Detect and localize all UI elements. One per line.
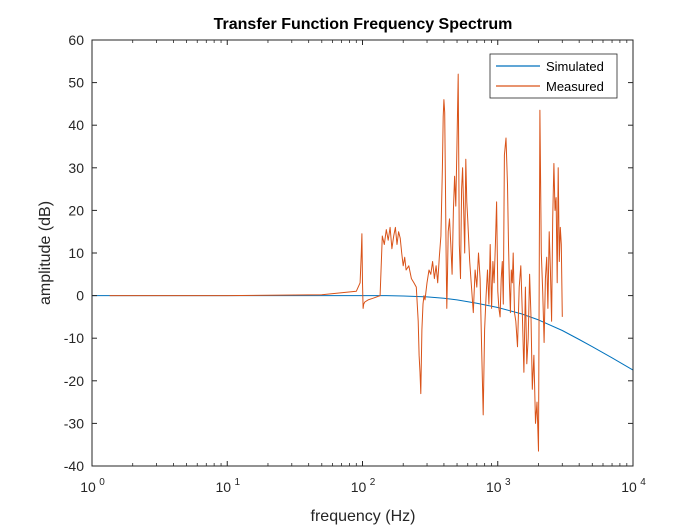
x-tick-exponent: 2 (370, 477, 376, 488)
x-tick-base: 10 (215, 479, 231, 495)
y-axis-label: amplitude (dB) (37, 201, 54, 305)
x-tick-base: 10 (351, 479, 367, 495)
y-tick-label: 20 (68, 202, 84, 218)
legend-label-measured: Measured (546, 79, 604, 94)
y-tick-label: 10 (68, 245, 84, 261)
y-tick-label: -10 (64, 330, 84, 346)
x-tick-exponent: 0 (99, 477, 105, 488)
x-tick-label: 10 3 (486, 477, 511, 495)
y-tick-label: -20 (64, 373, 84, 389)
x-tick-label: 10 4 (621, 477, 646, 495)
x-tick-exponent: 4 (640, 477, 646, 488)
x-tick-label: 10 2 (351, 477, 376, 495)
x-tick-exponent: 1 (234, 477, 240, 488)
y-tick-label: 30 (68, 160, 84, 176)
y-tick-label: 60 (68, 32, 84, 48)
x-tick-base: 10 (80, 479, 96, 495)
legend: Simulated Measured (489, 53, 618, 99)
x-tick-base: 10 (486, 479, 502, 495)
y-tick-label: 0 (76, 288, 84, 304)
series-line-measured (109, 73, 563, 452)
y-tick-label: 40 (68, 117, 84, 133)
x-axis-label: frequency (Hz) (311, 508, 416, 525)
y-tick-label: -30 (64, 415, 84, 431)
y-tick-label: 50 (68, 75, 84, 91)
x-tick-base: 10 (621, 479, 637, 495)
chart-title: Transfer Function Frequency Spectrum (214, 16, 513, 33)
x-tick-exponent: 3 (505, 477, 511, 488)
x-tick-label: 10 1 (215, 477, 240, 495)
legend-box (489, 53, 618, 99)
x-tick-label: 10 0 (80, 477, 105, 495)
legend-label-simulated: Simulated (546, 59, 604, 74)
y-tick-label: -40 (64, 458, 84, 474)
series-line-simulated (92, 295, 634, 371)
series-layer (92, 73, 634, 452)
